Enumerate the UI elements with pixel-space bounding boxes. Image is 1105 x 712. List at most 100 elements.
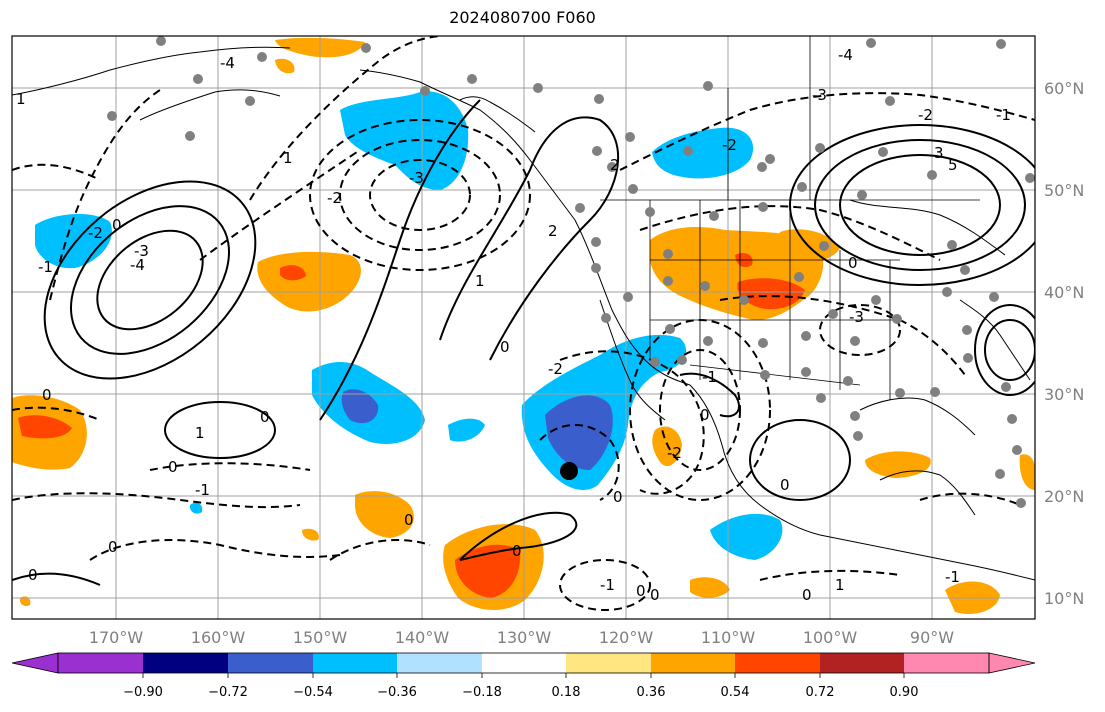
contour-label: 0 (780, 476, 790, 494)
contour-label: -1 (38, 258, 53, 276)
lat-label: 10°N (1044, 589, 1084, 608)
contour-label: 0 (28, 566, 38, 584)
contour-label: -1 (996, 106, 1011, 124)
positive-anomaly-area (355, 491, 414, 538)
political-borders (600, 36, 980, 400)
positive-anomaly-area (275, 58, 295, 74)
colorbar-bin (651, 653, 735, 673)
contour-label: -3 (134, 242, 149, 260)
negative-anomaly-area (341, 389, 379, 424)
colorbar-bin (482, 653, 566, 673)
colorbar-tick-label: 0.90 (890, 685, 919, 700)
contour-label: -3 (409, 169, 424, 187)
colorbar-bin (143, 653, 228, 673)
latitude-labels: 60°N 50°N 40°N 30°N 20°N 10°N (1044, 79, 1084, 608)
contour-label: 5 (948, 156, 958, 174)
contour-label: 0 (613, 488, 623, 506)
lon-label: 130°W (497, 628, 552, 647)
positive-anomaly-area (280, 265, 306, 281)
colorbar: −0.90 −0.72 −0.54 −0.36 −0.18 0.18 0.36 … (11, 652, 1036, 700)
colorbar-tick-label: −0.72 (208, 685, 248, 700)
negative-anomaly-area (35, 214, 112, 269)
contour-label: -1 (600, 576, 615, 594)
contour-label: 0 (112, 216, 122, 234)
contour-label: -1 (195, 481, 210, 499)
colorbar-tick-label: 0.18 (552, 685, 581, 700)
contour-label: 1 (195, 424, 205, 442)
colorbar-bin (313, 653, 397, 673)
colorbar-bin (820, 653, 904, 673)
colorbar-extend-low (11, 652, 59, 674)
contour-label: 0 (404, 511, 414, 529)
contour-label: 1 (16, 90, 26, 108)
contour-label: -2 (548, 360, 563, 378)
colorbar-tick-label: −0.36 (377, 685, 417, 700)
positive-anomaly-area (18, 415, 72, 439)
colorbar-tick-label: −0.18 (462, 685, 502, 700)
lat-label: 30°N (1044, 385, 1084, 404)
colorbar-bin (735, 653, 820, 673)
lat-label: 40°N (1044, 283, 1084, 302)
colorbar-tick-label: 0.54 (721, 685, 750, 700)
contour-label: 0 (848, 254, 858, 272)
negative-anomaly-area (189, 502, 203, 514)
contour-label: 0 (260, 408, 270, 426)
contour-label: -2 (918, 106, 933, 124)
negative-contours (12, 36, 1035, 611)
contour-label: -2 (327, 189, 342, 207)
contour-label: -3 (849, 308, 864, 326)
observation-dots (107, 36, 1035, 508)
contour-label: 1 (283, 149, 293, 167)
contour-label: -2 (667, 444, 682, 462)
lon-label: 150°W (293, 628, 348, 647)
contour-label: 0 (802, 586, 812, 604)
lon-label: 170°W (89, 628, 144, 647)
positive-anomaly-area (302, 528, 319, 541)
lon-label: 140°W (395, 628, 450, 647)
contour-value-labels: 1 0 -1 -2 -3 -4 -4 1 -2 -3 1 0 -2 2 2 0 … (16, 46, 1011, 604)
contour-label: -4 (220, 54, 235, 72)
contour-label: 0 (500, 338, 510, 356)
contour-label: 1 (475, 272, 485, 290)
positive-contours (12, 99, 1035, 586)
negative-anomaly-area (545, 395, 613, 470)
colorbar-bin (904, 653, 989, 673)
lat-label: 20°N (1044, 487, 1084, 506)
lon-label: 90°W (910, 628, 954, 647)
contour-label: -1 (702, 368, 717, 386)
positive-anomaly-area (779, 229, 840, 262)
coastlines (12, 46, 1035, 581)
lon-label: 100°W (803, 628, 858, 647)
colorbar-bin (58, 653, 143, 673)
colorbar-extend-high (988, 652, 1036, 674)
graticule (12, 36, 1035, 619)
colorbar-bin (566, 653, 651, 673)
contour-label: -3 (812, 86, 827, 104)
contour-label: 1 (835, 576, 845, 594)
contour-label: 0 (636, 582, 646, 600)
positive-anomaly-area (737, 278, 805, 310)
storm-position-marker (560, 462, 578, 480)
lat-label: 50°N (1044, 181, 1084, 200)
contour-label: -2 (722, 136, 737, 154)
lon-label: 120°W (599, 628, 654, 647)
contour-label: 2 (610, 156, 620, 174)
contour-label: 0 (700, 406, 710, 424)
lon-label: 110°W (701, 628, 756, 647)
contour-label: -4 (130, 256, 145, 274)
lat-label: 60°N (1044, 79, 1084, 98)
contour-label: 2 (548, 222, 558, 240)
contour-label: 0 (512, 542, 522, 560)
map-frame (11, 35, 1036, 620)
contour-label: -4 (838, 46, 853, 64)
contour-label: 0 (168, 458, 178, 476)
anomaly-shading (12, 37, 1035, 615)
positive-anomaly-area (690, 577, 730, 598)
colorbar-tick-label: −0.54 (293, 685, 333, 700)
colorbar-tick-label: −0.90 (123, 685, 163, 700)
contour-label: 0 (108, 538, 118, 556)
longitude-labels: 170°W 160°W 150°W 140°W 130°W 120°W 110°… (89, 628, 954, 647)
contour-label: 0 (42, 386, 52, 404)
colorbar-tick-label: 0.36 (637, 685, 666, 700)
